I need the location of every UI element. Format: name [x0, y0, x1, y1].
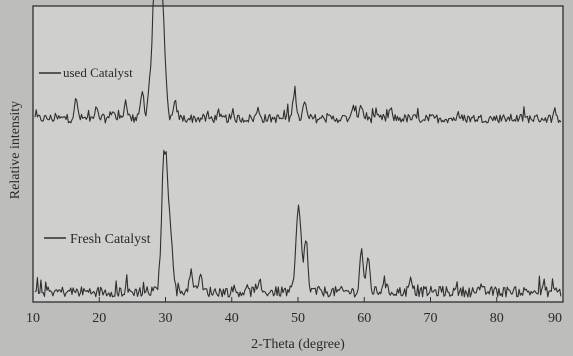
x-axis-label: 2-Theta (degree) — [251, 337, 345, 352]
x-tick-label: 90 — [548, 311, 562, 326]
plot-area — [32, 5, 564, 303]
x-tick-label: 60 — [357, 311, 371, 326]
legend-used-catalyst: used Catalyst — [39, 65, 133, 80]
series-line-used-catalyst — [34, 0, 562, 124]
legend-label-used: used Catalyst — [63, 65, 133, 80]
y-axis-label: Relative intensity — [8, 101, 23, 199]
x-tick-label: 30 — [159, 311, 173, 326]
x-axis-ticks: 10 20 30 40 50 60 70 80 90 — [26, 297, 564, 326]
legend-fresh-catalyst: Fresh Catalyst — [44, 232, 151, 247]
x-tick-label: 80 — [490, 311, 504, 326]
series-layer — [34, 0, 562, 298]
legend-label-fresh: Fresh Catalyst — [70, 232, 151, 247]
x-tick-label: 70 — [424, 311, 438, 326]
x-tick-label: 50 — [291, 311, 305, 326]
series-line-fresh-catalyst — [34, 149, 562, 298]
x-tick-label: 40 — [225, 311, 239, 326]
x-tick-label: 10 — [26, 311, 40, 326]
x-tick-label: 20 — [92, 311, 106, 326]
